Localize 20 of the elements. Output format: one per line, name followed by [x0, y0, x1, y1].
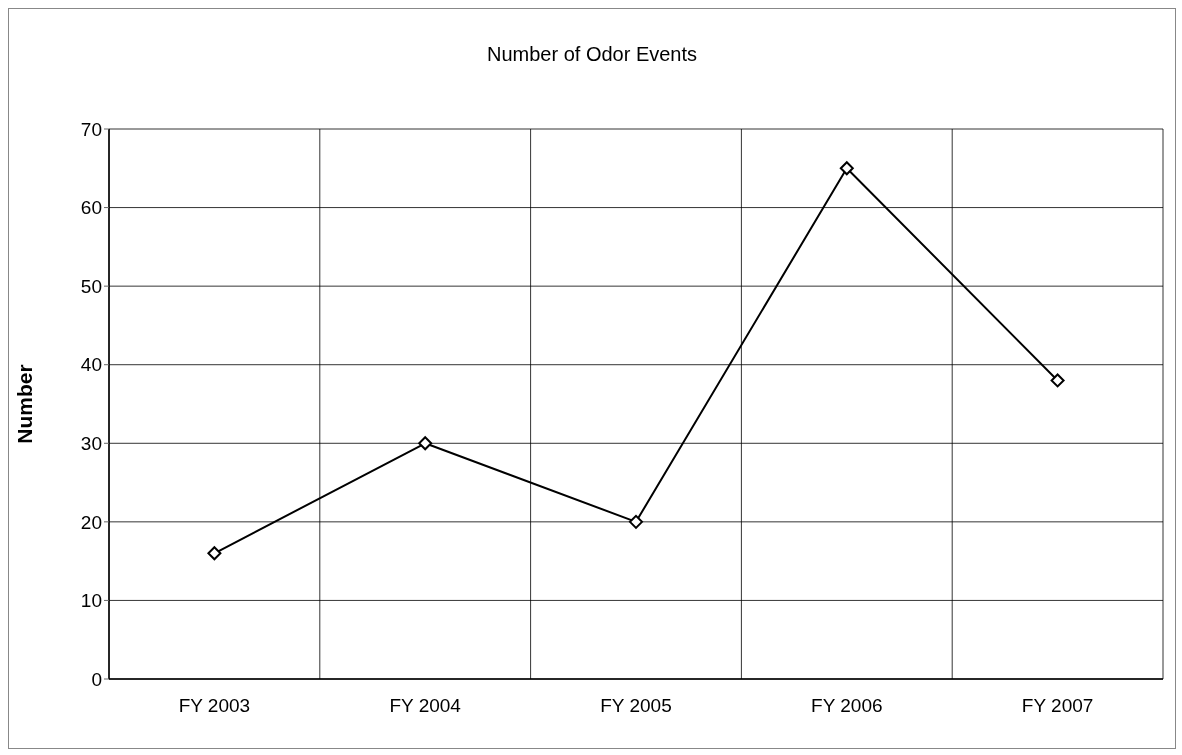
x-tick-label: FY 2004 — [389, 695, 462, 717]
point — [418, 436, 433, 451]
x-tick-label: FY 2005 — [600, 695, 672, 717]
y-axis-title: Number — [13, 364, 37, 444]
point — [207, 546, 222, 561]
y-tick-label: 0 — [91, 668, 102, 690]
y-tick-label: 70 — [80, 118, 102, 140]
y-tick-label: 20 — [80, 511, 102, 533]
y-tick-label: 60 — [80, 197, 102, 219]
y-tick-label: 10 — [80, 590, 102, 612]
x-tick-label: FY 2007 — [1021, 695, 1094, 717]
x-tick-label: FY 2003 — [178, 695, 251, 717]
y-tick-label: 30 — [80, 433, 102, 455]
point — [839, 161, 854, 176]
y-tick-label: 50 — [80, 275, 102, 297]
y-tick-label: 40 — [80, 354, 102, 376]
point — [629, 514, 643, 529]
x-tick-label: FY 2006 — [811, 695, 883, 717]
point — [1050, 373, 1065, 388]
chart-title: Number of Odor Events — [485, 43, 699, 66]
